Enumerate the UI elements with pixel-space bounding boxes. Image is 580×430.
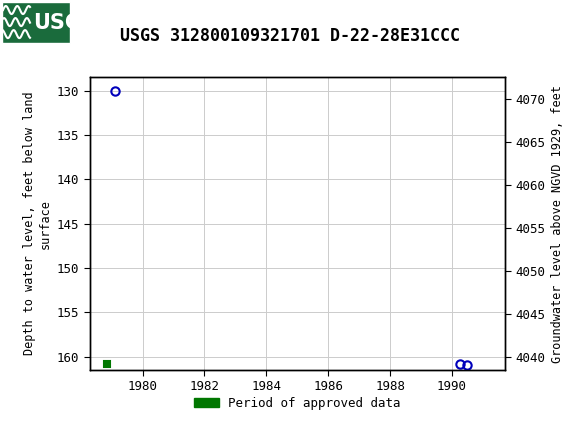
- Text: USGS: USGS: [33, 13, 97, 33]
- Text: USGS 312800109321701 D-22-28E31CCC: USGS 312800109321701 D-22-28E31CCC: [120, 27, 460, 45]
- Bar: [2, 2, 70, 43]
- Y-axis label: Groundwater level above NGVD 1929, feet: Groundwater level above NGVD 1929, feet: [550, 85, 564, 362]
- Legend: Period of approved data: Period of approved data: [188, 392, 406, 415]
- Y-axis label: Depth to water level, feet below land
surface: Depth to water level, feet below land su…: [23, 92, 52, 356]
